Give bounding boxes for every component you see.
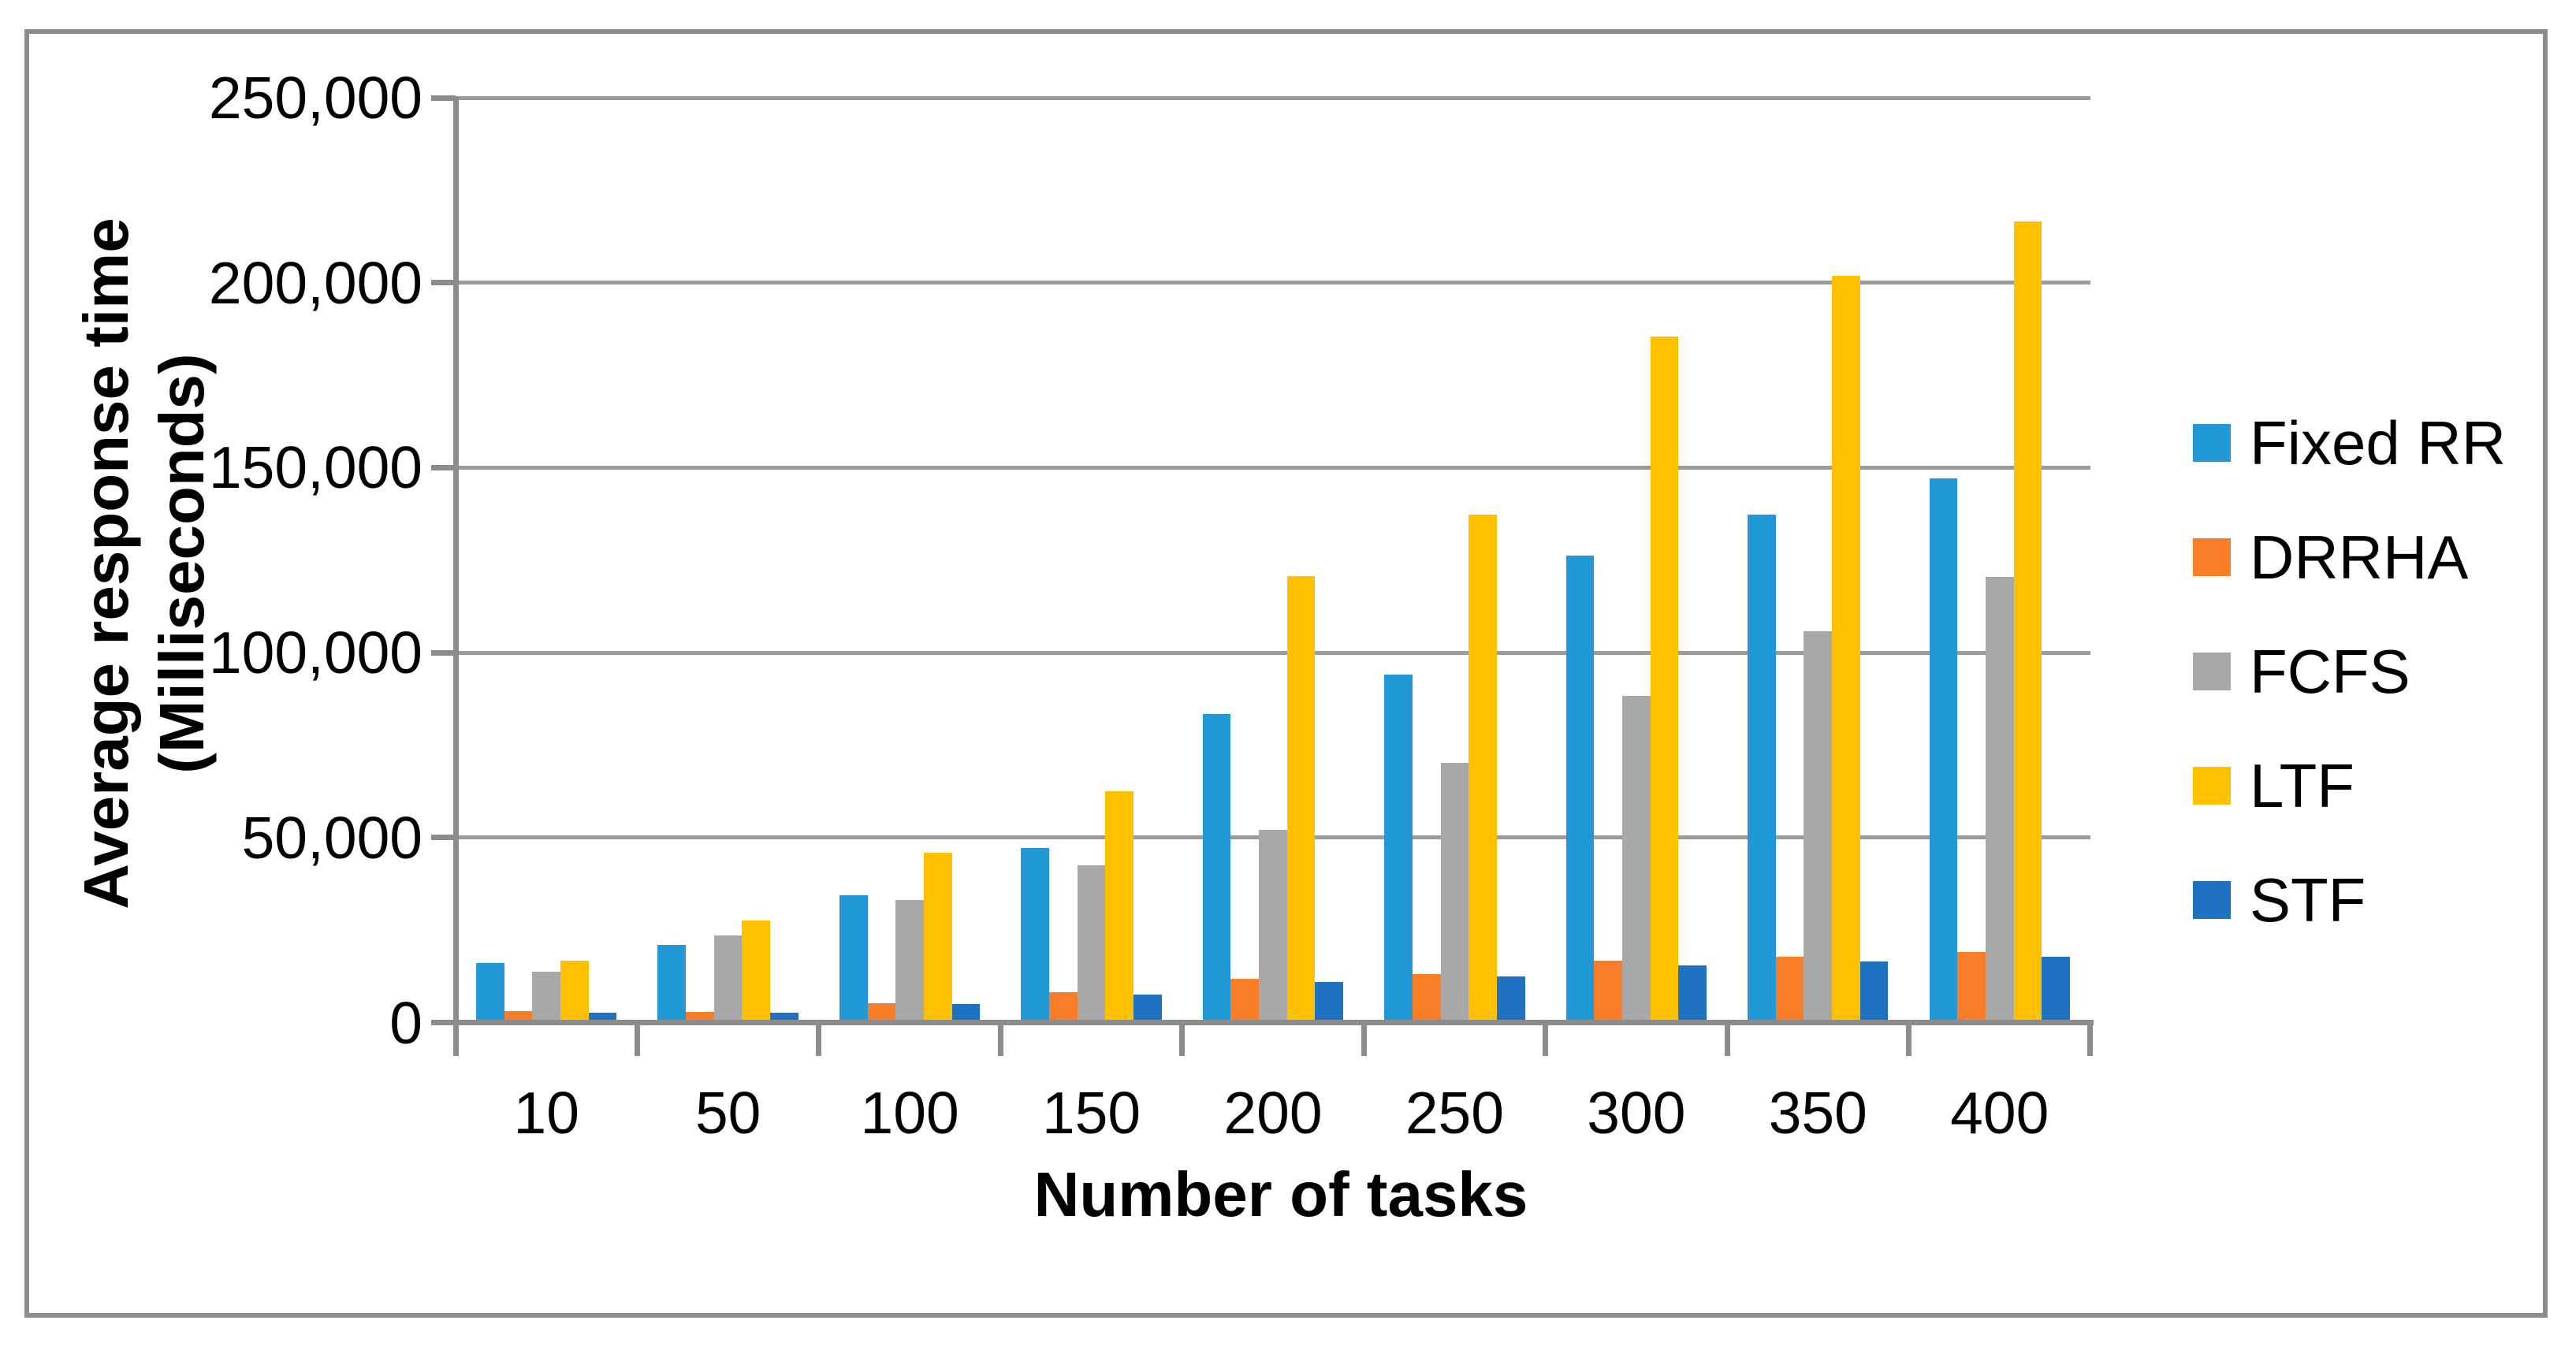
y-tick-label-100000: 100,000	[208, 619, 423, 686]
bar-stf-200	[1315, 982, 1344, 1023]
bar-fixed-rr-200	[1202, 714, 1231, 1023]
bar-fixed-rr-350	[1748, 515, 1776, 1023]
bar-fcfs-50	[713, 935, 743, 1023]
legend-item-fixed-rr: Fixed RR	[2193, 405, 2506, 481]
gridline-100000	[456, 650, 2090, 655]
x-tick-label-10: 10	[513, 1080, 579, 1146]
bar-ltf-150	[1105, 791, 1134, 1023]
bar-fcfs-150	[1077, 865, 1106, 1023]
bar-drrha-250	[1412, 974, 1441, 1023]
bar-ltf-10	[560, 960, 589, 1023]
x-axis-title: Number of tasks	[1033, 1159, 1528, 1229]
bar-ltf-50	[742, 920, 771, 1023]
y-tick-mark	[431, 835, 456, 841]
y-tick-label-0: 0	[389, 989, 423, 1056]
x-tick-label-350: 350	[1768, 1080, 1867, 1146]
bar-ltf-300	[1650, 337, 1679, 1023]
legend-label-fcfs: FCFS	[2250, 637, 2410, 706]
bar-drrha-100	[867, 1002, 896, 1023]
bar-fcfs-350	[1804, 631, 1833, 1023]
bar-fixed-rr-150	[1021, 847, 1049, 1023]
bar-drrha-200	[1230, 978, 1260, 1023]
y-tick-mark	[431, 1020, 456, 1025]
x-tick-mark	[1179, 1022, 1186, 1056]
bar-fcfs-200	[1259, 829, 1287, 1023]
legend-swatch-stf	[2193, 881, 2231, 919]
x-tick-label-200: 200	[1223, 1080, 1323, 1146]
x-tick-label-100: 100	[860, 1080, 959, 1146]
bar-fixed-rr-300	[1565, 555, 1595, 1023]
x-tick-label-400: 400	[1950, 1080, 2049, 1146]
legend-label-fixed-rr: Fixed RR	[2250, 408, 2507, 478]
bar-fixed-rr-400	[1929, 478, 1958, 1023]
x-tick-mark	[816, 1022, 822, 1056]
bar-ltf-250	[1469, 515, 1497, 1023]
x-axis-line	[452, 1020, 2094, 1025]
bar-fixed-rr-250	[1384, 675, 1413, 1023]
bar-ltf-400	[2013, 221, 2042, 1023]
bar-fixed-rr-50	[657, 944, 687, 1023]
legend-swatch-fcfs	[2193, 653, 2231, 690]
bar-drrha-400	[1957, 952, 1986, 1023]
bar-stf-300	[1678, 965, 1707, 1023]
x-tick-label-250: 250	[1405, 1080, 1504, 1146]
gridline-200000	[456, 281, 2090, 285]
gridline-250000	[456, 95, 2090, 100]
y-tick-mark	[431, 464, 456, 470]
x-tick-mark	[452, 1022, 459, 1056]
bar-stf-400	[2042, 956, 2070, 1023]
bar-drrha-300	[1594, 961, 1622, 1023]
bar-ltf-350	[1832, 276, 1860, 1023]
y-tick-label-50000: 50,000	[241, 804, 423, 871]
bar-fcfs-100	[895, 899, 924, 1023]
bar-stf-250	[1496, 976, 1525, 1023]
bar-fcfs-300	[1622, 695, 1651, 1023]
legend-swatch-fixed-rr	[2193, 424, 2231, 462]
bar-ltf-200	[1286, 576, 1316, 1023]
x-tick-label-50: 50	[694, 1080, 761, 1146]
x-tick-label-300: 300	[1587, 1080, 1686, 1146]
y-axis-line	[452, 95, 459, 1056]
bar-fcfs-10	[532, 972, 561, 1023]
legend-label-drrha: DRRHA	[2250, 523, 2469, 592]
legend-swatch-ltf	[2193, 767, 2231, 805]
gridline-150000	[456, 465, 2090, 470]
bar-fixed-rr-100	[839, 895, 868, 1023]
x-tick-label-150: 150	[1041, 1080, 1141, 1146]
y-tick-label-150000: 150,000	[208, 434, 423, 501]
legend-label-ltf: LTF	[2250, 751, 2355, 820]
bar-drrha-350	[1775, 956, 1804, 1023]
bar-fcfs-400	[1985, 577, 2014, 1023]
legend-item-drrha: DRRHA	[2193, 519, 2468, 595]
bar-fcfs-250	[1440, 762, 1469, 1023]
chart-frame	[24, 29, 2548, 1318]
bar-fixed-rr-10	[476, 963, 504, 1023]
x-tick-mark	[1724, 1022, 1730, 1056]
bar-stf-350	[1859, 961, 1889, 1023]
x-tick-mark	[1361, 1022, 1367, 1056]
legend-label-stf: STF	[2250, 865, 2366, 935]
bar-drrha-10	[504, 1011, 533, 1023]
bar-stf-150	[1134, 995, 1162, 1023]
legend-item-stf: STF	[2193, 862, 2366, 938]
x-tick-mark	[634, 1022, 640, 1056]
legend-item-fcfs: FCFS	[2193, 634, 2410, 709]
y-tick-mark	[431, 95, 456, 101]
y-tick-mark	[431, 649, 456, 656]
x-tick-mark	[997, 1022, 1003, 1056]
bar-stf-100	[951, 1004, 981, 1023]
legend-item-ltf: LTF	[2193, 748, 2355, 824]
x-tick-mark	[1906, 1022, 1912, 1056]
y-tick-mark	[431, 280, 456, 286]
y-tick-label-200000: 200,000	[208, 249, 423, 316]
y-tick-label-250000: 250,000	[208, 65, 423, 131]
legend-swatch-drrha	[2193, 538, 2231, 576]
bar-ltf-100	[923, 852, 952, 1023]
x-tick-mark	[1543, 1022, 1549, 1056]
x-tick-mark	[2087, 1022, 2094, 1056]
bar-drrha-150	[1049, 991, 1078, 1023]
